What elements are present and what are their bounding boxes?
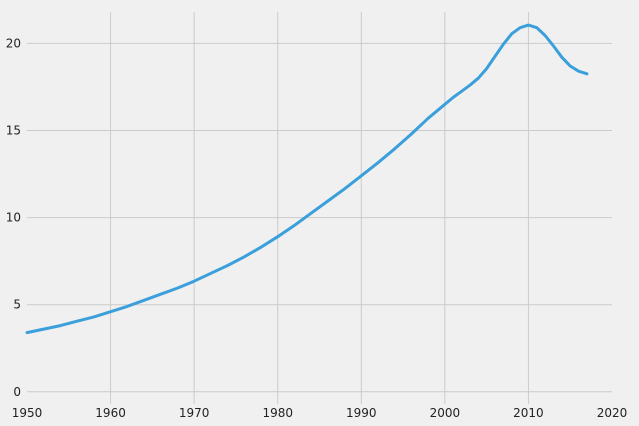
y-tick-label: 20 xyxy=(6,36,21,50)
x-tick-label: 1990 xyxy=(346,406,377,420)
x-tick-label: 1960 xyxy=(95,406,126,420)
y-tick-label: 15 xyxy=(6,123,21,137)
y-tick-labels: 0 5 10 15 20 xyxy=(6,36,21,398)
x-tick-label: 1980 xyxy=(262,406,293,420)
y-tick-label: 0 xyxy=(13,385,21,399)
series-line xyxy=(25,23,589,335)
x-tick-label: 1950 xyxy=(12,406,43,420)
x-gridlines xyxy=(110,12,529,404)
y-tick-label: 5 xyxy=(13,298,21,312)
x-tick-label: 1970 xyxy=(179,406,210,420)
x-tick-label: 2000 xyxy=(430,406,461,420)
x-tick-label: 2010 xyxy=(513,406,544,420)
x-tick-labels: 1950 1960 1970 1980 1990 2000 2010 2020 xyxy=(12,406,628,420)
y-tick-label: 10 xyxy=(6,211,21,225)
x-tick-label: 2020 xyxy=(597,406,628,420)
y-gridlines xyxy=(27,42,612,393)
series-layer xyxy=(25,23,589,335)
